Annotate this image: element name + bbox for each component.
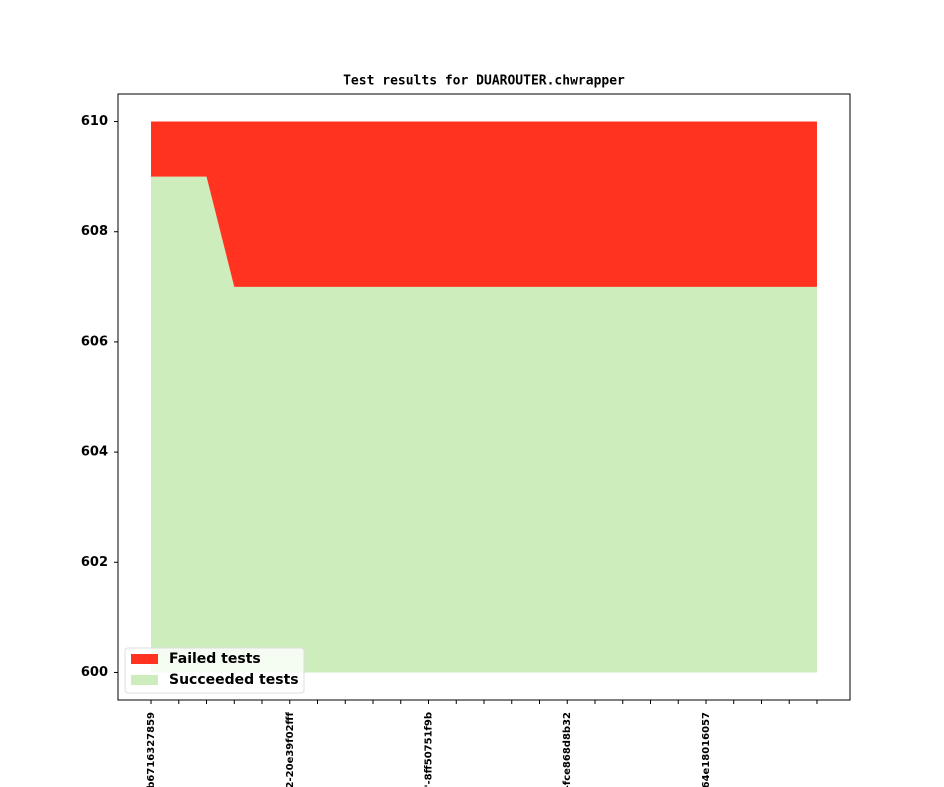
y-tick-label: 608 [81,224,108,239]
area [151,121,817,287]
legend-swatch [131,675,158,685]
y-tick-label: 602 [81,555,108,570]
legend-box [124,647,305,694]
legend-label: Failed tests [169,651,261,667]
x-tick-label: b6716327859 [146,712,157,787]
chart-title: Test results for DUAROUTER.chwrapper [343,74,625,89]
x-tick-label: 64e18016057 [701,712,712,787]
x-tick-label: '-8ff50751f9b [424,712,435,787]
legend-swatch [131,654,158,664]
y-tick-label: 606 [81,334,108,349]
y-tick-label: 600 [81,665,108,680]
area [151,176,817,673]
x-tick-label: -fce868d8b32 [562,712,573,787]
y-tick-label: 610 [81,114,108,129]
x-tick-label: 2-20e39f02fff [285,711,296,787]
legend-label: Succeeded tests [169,672,299,688]
y-tick-label: 604 [81,445,108,460]
